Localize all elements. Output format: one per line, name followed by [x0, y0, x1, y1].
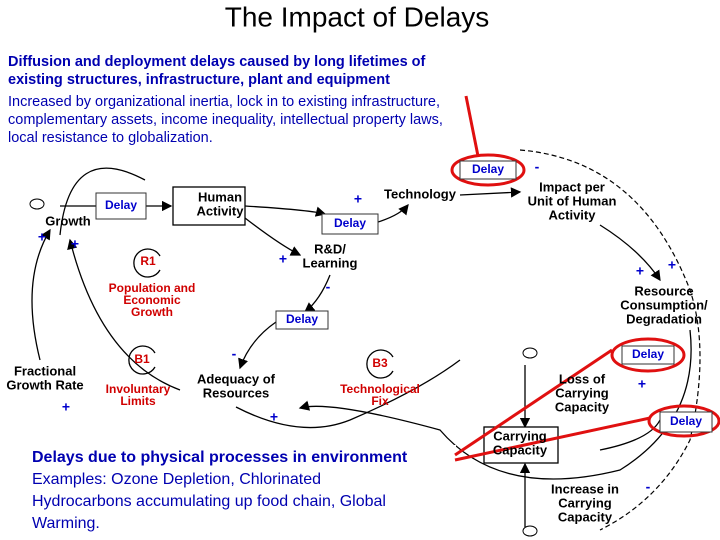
polarity: + [668, 257, 676, 273]
delay-box [621, 345, 675, 365]
delay-box [659, 411, 713, 433]
intro-heading: Diffusion and deployment delays caused b… [8, 54, 426, 70]
delay-box [95, 192, 147, 220]
node-label: Growth Rate [6, 377, 83, 392]
loop-id: B1 [134, 352, 150, 366]
delay-box [459, 160, 517, 180]
intro-panel [0, 48, 520, 152]
node-label: Fractional [14, 363, 76, 378]
cloud [522, 525, 538, 537]
delay-box [321, 213, 379, 235]
loop-name: Technological [340, 382, 420, 396]
polarity: - [646, 479, 651, 495]
polarity: - [326, 279, 331, 295]
loop-arrow [366, 349, 394, 379]
loop-name: Growth [131, 305, 173, 319]
node-label: Capacity [493, 442, 548, 457]
node-label: Carrying [558, 495, 612, 510]
node-label: Carrying [555, 385, 609, 400]
delay-label: Delay [105, 198, 137, 212]
node-label: Capacity [558, 509, 613, 524]
polarity: + [71, 236, 79, 252]
polarity: - [232, 346, 237, 362]
node-label: Technology [384, 186, 457, 201]
node-label: Human [198, 189, 242, 204]
node-label: Activity [197, 203, 245, 218]
delay-label: Delay [286, 312, 318, 326]
diagram-links [31, 134, 701, 531]
polarity: + [270, 409, 278, 425]
loop-arrow [133, 248, 161, 278]
intro-heading: existing structures, infrastructure, pla… [8, 72, 390, 88]
cloud [29, 198, 45, 210]
node-label: Loss of [559, 371, 606, 386]
callout: Hydrocarbons accumulating up food chain,… [32, 493, 386, 510]
node-label: Unit of Human [528, 193, 617, 208]
loop-name: Limits [120, 394, 156, 408]
loop-id: R1 [140, 254, 156, 268]
delay-label: Delay [472, 162, 504, 176]
node-label: Learning [303, 255, 358, 270]
delay-label: Delay [670, 414, 702, 428]
loop-arrow [128, 345, 156, 375]
node-label: Growth [45, 213, 91, 228]
polarity: + [62, 399, 70, 415]
node-label: Degradation [626, 311, 702, 326]
intro-body: Increased by organizational inertia, loc… [8, 94, 440, 110]
polarity: + [38, 229, 46, 245]
node-label: Adequacy of [197, 371, 276, 386]
polarity: + [354, 191, 362, 207]
delay-label: Delay [632, 347, 664, 361]
callout: Examples: Ozone Depletion, Chlorinated [32, 471, 321, 488]
intro-body: local resistance to globalization. [8, 130, 213, 146]
delay-label: Delay [334, 216, 366, 230]
node-label: Capacity [555, 399, 610, 414]
title: The Impact of Delays [225, 1, 490, 32]
polarity: + [636, 263, 644, 279]
callout: Delays due to physical processes in envi… [32, 449, 408, 466]
polarity: + [279, 251, 287, 267]
delay-box [275, 310, 329, 330]
polarity: + [638, 376, 646, 392]
node-label: Activity [549, 207, 597, 222]
node-label: Resources [203, 385, 269, 400]
red-annotations [450, 95, 720, 462]
cloud [522, 347, 538, 359]
node-label: Carrying [493, 428, 547, 443]
loop-id: B3 [372, 356, 388, 370]
polarity: - [535, 159, 540, 175]
node-label: R&D/ [314, 241, 346, 256]
node-label: Impact per [539, 179, 605, 194]
node-label: Resource [634, 283, 693, 298]
intro-body: complementary assets, income inequality,… [8, 112, 443, 128]
stock-box [172, 186, 246, 226]
callout-panel [28, 445, 456, 540]
loop-name: Fix [371, 394, 389, 408]
loop-name: Population and [109, 281, 196, 295]
loop-name: Involuntary [106, 382, 171, 396]
loop-name: Economic [123, 293, 181, 307]
node-label: Consumption/ [620, 297, 708, 312]
node-label: Increase in [551, 481, 619, 496]
callout: Warming. [32, 515, 100, 532]
